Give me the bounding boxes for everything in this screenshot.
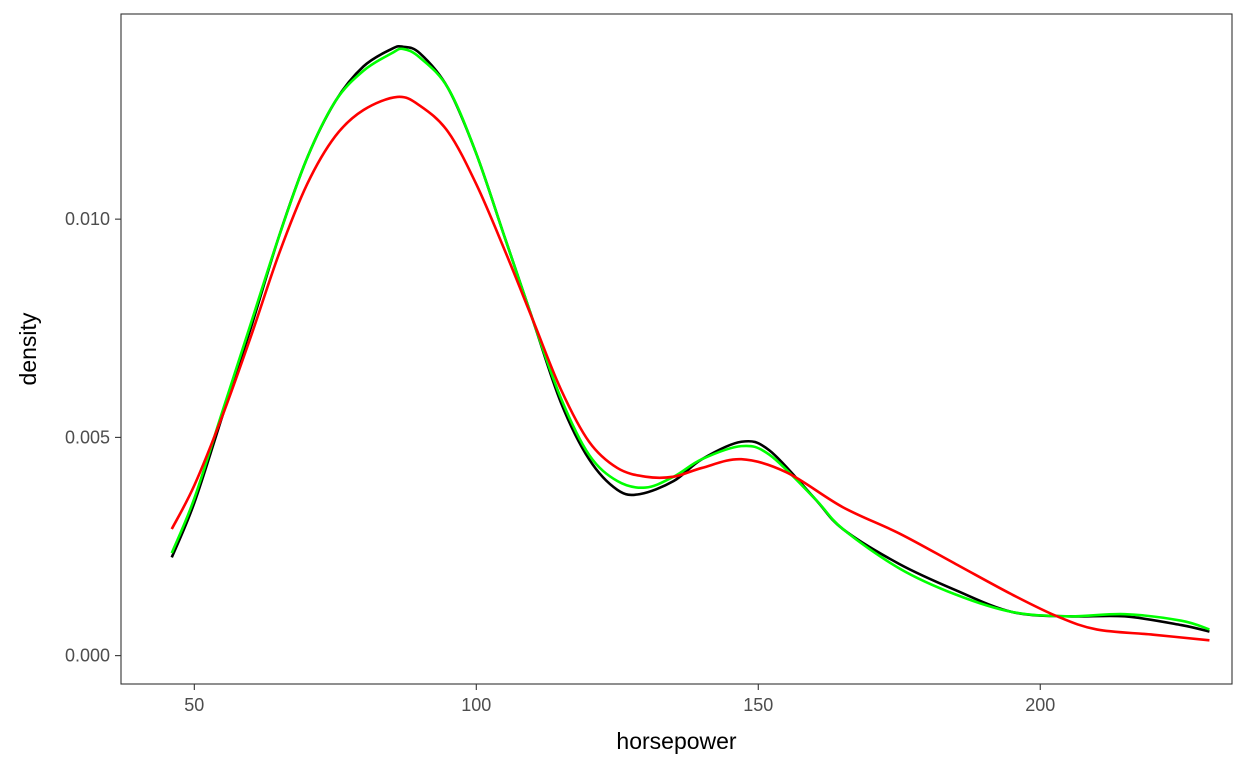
axis-ticks: 50 100 150 200 0.000 0.005 0.010	[65, 209, 1055, 715]
x-tick-label: 200	[1025, 695, 1055, 715]
panel-border	[120, 13, 1233, 685]
y-tick-label: 0.005	[65, 427, 110, 447]
series-layer	[170, 44, 1210, 642]
x-tick-label: 100	[461, 695, 491, 715]
x-tick-label: 150	[743, 695, 773, 715]
x-tick-label: 50	[184, 695, 204, 715]
y-tick-label: 0.000	[65, 646, 110, 666]
y-axis-title: density	[15, 312, 41, 385]
x-axis-title: horsepower	[616, 728, 737, 754]
y-tick-label: 0.010	[65, 209, 110, 229]
density-line-2	[170, 47, 1210, 631]
density-line-3	[170, 95, 1210, 642]
density-line-1	[170, 44, 1210, 633]
